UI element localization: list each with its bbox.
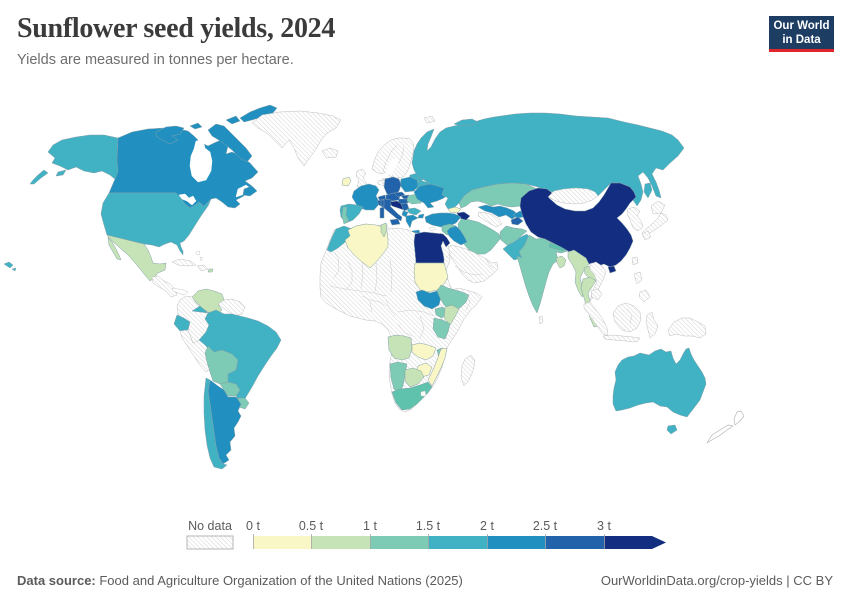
svg-text:1 t: 1 t [363,519,377,533]
svg-text:No data: No data [188,519,232,533]
svg-text:3 t: 3 t [597,519,611,533]
svg-text:2.5 t: 2.5 t [533,519,558,533]
svg-text:0 t: 0 t [246,519,260,533]
svg-text:2 t: 2 t [480,519,494,533]
svg-text:0.5 t: 0.5 t [299,519,324,533]
svg-text:1.5 t: 1.5 t [416,519,441,533]
